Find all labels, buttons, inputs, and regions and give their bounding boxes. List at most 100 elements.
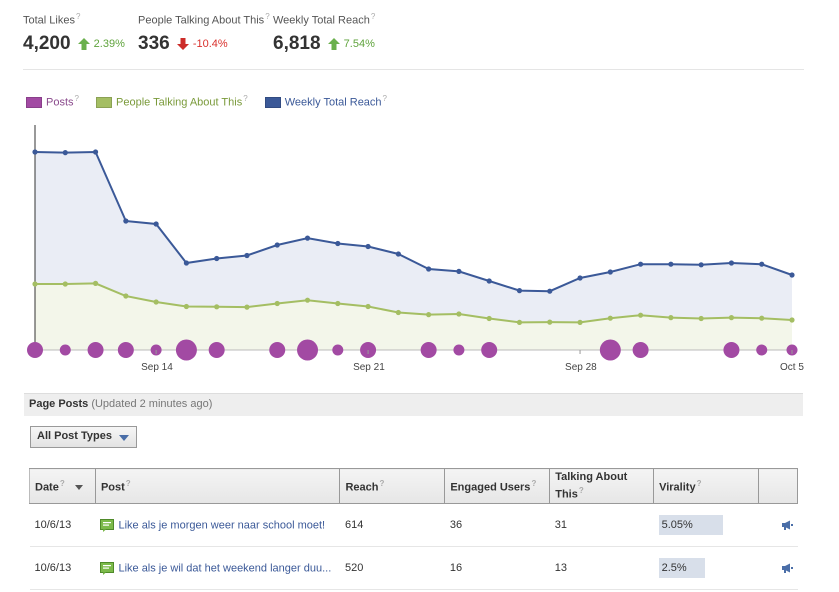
header-label: Talking About This: [555, 470, 628, 501]
talking-point: [638, 312, 644, 318]
talking-point: [153, 299, 159, 305]
talking-point: [456, 311, 462, 317]
metric-change: 2.39%: [93, 37, 125, 50]
post-bubble: [59, 344, 71, 356]
help-icon[interactable]: ?: [370, 12, 376, 21]
arrow-up-icon: [327, 37, 340, 50]
legend-item-weekly-reach[interactable]: Weekly Total Reach?: [264, 94, 387, 109]
reach-point: [365, 243, 371, 250]
reach-point: [304, 235, 311, 241]
metrics-summary: Total Likes? 4,200 2.39% People Talking …: [23, 12, 804, 70]
cell-engaged: 36: [444, 503, 550, 547]
reach-point: [153, 221, 159, 227]
post-bubble: [117, 342, 134, 358]
help-icon[interactable]: ?: [382, 94, 387, 103]
help-icon[interactable]: ?: [265, 12, 270, 21]
table-row: 10/6/13 Like als je morgen weer naar sch…: [29, 503, 798, 547]
arrow-down-icon: [176, 37, 189, 50]
post-link[interactable]: Like als je morgen weer naar school moet…: [118, 518, 326, 531]
metric-change: 7.54%: [343, 37, 375, 50]
reach-point: [668, 261, 674, 267]
talking-point: [789, 317, 795, 323]
help-icon[interactable]: ?: [531, 479, 537, 489]
legend-label: Weekly Total Reach: [284, 96, 382, 109]
reach-point: [183, 260, 189, 266]
reach-point: [244, 252, 250, 259]
sort-icon[interactable]: [74, 485, 83, 491]
reach-point: [486, 278, 492, 284]
talking-point: [426, 312, 432, 318]
talking-point: [62, 281, 68, 287]
column-header-engaged[interactable]: Engaged Users?: [444, 468, 551, 504]
talking-point: [335, 300, 341, 307]
help-icon[interactable]: ?: [696, 479, 702, 489]
cell-promote: [758, 546, 798, 590]
column-header-post[interactable]: Post?: [94, 468, 341, 504]
help-icon[interactable]: ?: [59, 479, 65, 489]
updated-text: (Updated 2 minutes ago): [91, 398, 213, 410]
help-icon[interactable]: ?: [578, 485, 584, 495]
metric-change: -10.4%: [192, 37, 228, 50]
insights-chart: Sep 14 Sep 21 Sep 28 Oct 5: [27, 125, 804, 373]
talking-point: [728, 315, 735, 321]
column-header-talking[interactable]: Talking About This?: [549, 468, 655, 504]
reach-point: [62, 150, 68, 156]
cell-date: 10/6/13: [29, 546, 96, 590]
help-icon[interactable]: ?: [125, 479, 131, 489]
column-header-date[interactable]: Date?: [29, 468, 96, 504]
reach-point: [516, 288, 523, 294]
talking-point: [395, 309, 401, 316]
legend-label: Posts: [46, 96, 74, 109]
help-icon[interactable]: ?: [379, 479, 385, 489]
column-header-virality[interactable]: Virality?: [653, 468, 759, 504]
post-link[interactable]: Like als je wil dat het weekend langer d…: [118, 561, 332, 574]
talking-point: [214, 304, 220, 310]
cell-talking: 13: [549, 546, 654, 590]
reach-point: [274, 242, 280, 248]
talking-point: [607, 315, 613, 321]
section-title: Page Posts: [29, 398, 89, 410]
help-icon[interactable]: ?: [243, 94, 248, 103]
talking-point: [486, 315, 492, 322]
filter-selected: All Post Types: [37, 430, 112, 442]
help-icon[interactable]: ?: [74, 94, 79, 103]
reach-point: [123, 218, 129, 224]
post-bubble: [269, 342, 286, 358]
help-icon[interactable]: ?: [75, 12, 81, 21]
megaphone-icon[interactable]: [781, 563, 793, 574]
metric-weekly-reach: Weekly Total Reach? 6,818 7.54%: [273, 12, 375, 55]
megaphone-icon[interactable]: [781, 520, 793, 531]
legend-item-people-talking[interactable]: People Talking About This?: [96, 94, 248, 109]
reach-point: [577, 275, 583, 281]
status-update-icon: [100, 518, 115, 532]
post-bubble: [481, 342, 498, 358]
legend-item-posts[interactable]: Posts?: [26, 94, 79, 109]
talking-point: [577, 319, 583, 325]
post-bubble: [723, 342, 740, 358]
metric-total-likes: Total Likes? 4,200 2.39%: [23, 12, 125, 55]
post-bubble: [599, 339, 621, 361]
talking-point: [516, 319, 523, 325]
metric-label: Total Likes: [23, 14, 75, 27]
legend-swatch: [26, 97, 42, 109]
x-tick-label: Sep 28: [565, 362, 597, 373]
cell-post: Like als je morgen weer naar school moet…: [95, 503, 340, 547]
reach-point: [32, 149, 38, 155]
table-row: 10/6/13 Like als je wil dat het weekend …: [29, 546, 798, 590]
cell-talking: 31: [549, 503, 654, 547]
talking-point: [365, 303, 371, 310]
x-tick-label: Sep 21: [353, 362, 385, 373]
post-bubble: [27, 342, 43, 358]
virality-bar: 2.5%: [658, 558, 705, 578]
cell-virality: 2.5%: [653, 546, 759, 590]
x-tick-label: Sep 14: [141, 362, 173, 373]
reach-point: [214, 255, 220, 262]
post-type-filter[interactable]: All Post Types: [30, 426, 137, 448]
column-header-reach[interactable]: Reach?: [339, 468, 446, 504]
post-bubble: [175, 339, 197, 361]
metric-people-talking: People Talking About This? 336 -10.4%: [138, 12, 270, 55]
reach-point: [335, 240, 341, 247]
table-header-row: Date? Post? Reach? Engaged Users? Talkin…: [29, 468, 798, 504]
cell-virality: 5.05%: [653, 503, 759, 547]
reach-area: [35, 152, 792, 350]
